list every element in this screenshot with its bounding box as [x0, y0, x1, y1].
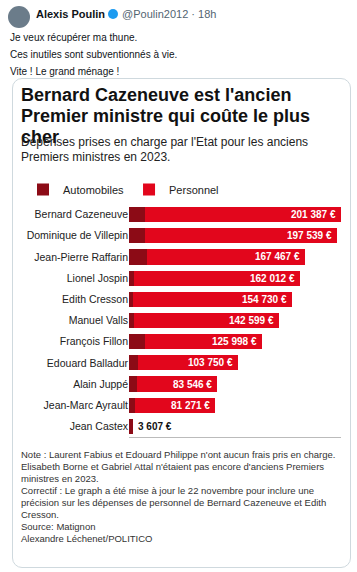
html-text:Ces inutiles sont subventionné: Ces inutiles sont subventionnés à vie.	[10, 49, 178, 60]
svg-text:197 539 €: 197 539 €	[287, 230, 332, 241]
svg-text:81 271 €: 81 271 €	[171, 400, 210, 411]
svg-text:125 998 €: 125 998 €	[212, 336, 257, 347]
html-text:Alexandre Léchenet/POLITICO: Alexandre Léchenet/POLITICO	[21, 533, 153, 544]
svg-text:142 599 €: 142 599 €	[229, 315, 274, 326]
svg-text:Edith Cresson: Edith Cresson	[62, 293, 128, 305]
svg-text:Edouard Balladur: Edouard Balladur	[47, 357, 129, 369]
svg-text:Personnel: Personnel	[169, 184, 219, 196]
svg-text:Automobiles: Automobiles	[63, 184, 124, 196]
svg-text:François Fillon: François Fillon	[60, 335, 128, 347]
svg-text:Manuel Valls: Manuel Valls	[69, 314, 128, 326]
html-text:@Poulin2012 · 18h: @Poulin2012 · 18h	[122, 8, 217, 20]
svg-text:Lionel Jospin: Lionel Jospin	[67, 272, 128, 284]
html-text:Correctif : Le graph a été mis: Correctif : Le graph a été mise à jour l…	[21, 485, 327, 520]
html-text:Bernard Cazeneuve est l'ancien: Bernard Cazeneuve est l'ancien Premier m…	[21, 85, 311, 147]
svg-text:Alain Juppé: Alain Juppé	[73, 378, 128, 390]
html-text:Dépenses prises en charge par: Dépenses prises en charge par l'Etat pou…	[21, 135, 309, 164]
html-text:Alexis Poulin: Alexis Poulin	[36, 8, 106, 20]
svg-text:154 730 €: 154 730 €	[242, 294, 287, 305]
html-text:Je veux récupérer ma thune.: Je veux récupérer ma thune.	[10, 32, 138, 43]
svg-text:Jean-Marc Ayrault: Jean-Marc Ayrault	[44, 399, 129, 411]
svg-text:83 546 €: 83 546 €	[173, 379, 212, 390]
html-text:Vite ! Le grand ménage !: Vite ! Le grand ménage !	[10, 66, 120, 77]
svg-text:Jean-Pierre Raffarin: Jean-Pierre Raffarin	[34, 251, 128, 263]
svg-text:103 750 €: 103 750 €	[188, 357, 233, 368]
svg-text:Dominique de Villepin: Dominique de Villepin	[27, 229, 129, 241]
svg-text:3 607 €: 3 607 €	[138, 421, 172, 432]
svg-text:201 387 €: 201 387 €	[291, 209, 336, 220]
html-text:Note : Laurent Fabius et Edoua: Note : Laurent Fabius et Edouard Philipp…	[21, 449, 336, 484]
svg-text:Bernard Cazeneuve: Bernard Cazeneuve	[35, 208, 129, 220]
svg-text:167 467 €: 167 467 €	[255, 251, 300, 262]
svg-text:162 012 €: 162 012 €	[250, 273, 295, 284]
svg-text:Jean Castex: Jean Castex	[70, 420, 129, 432]
html-text:Source: Matignon: Source: Matignon	[21, 521, 96, 532]
